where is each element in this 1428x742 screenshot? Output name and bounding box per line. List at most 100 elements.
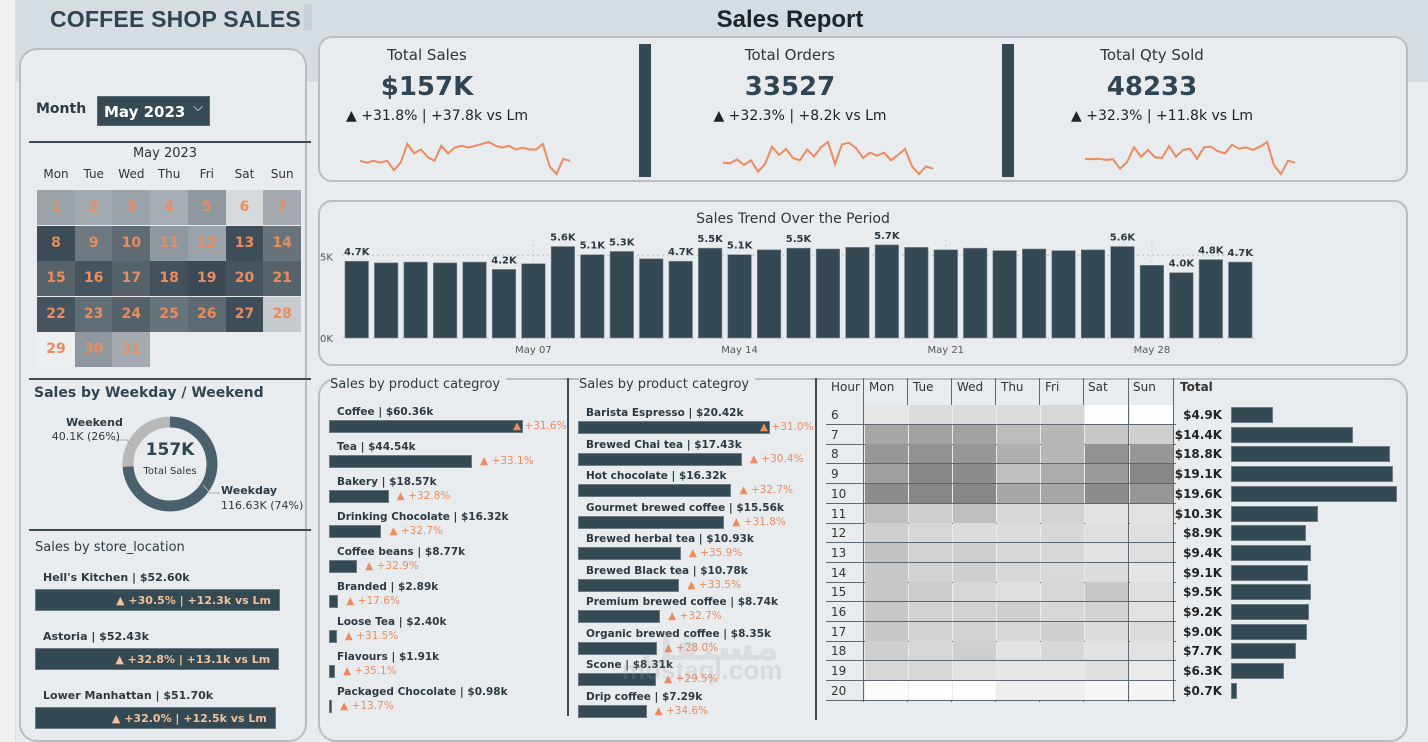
heatmap-cell[interactable] — [1130, 542, 1173, 562]
trend-bar[interactable] — [1080, 249, 1106, 339]
trend-bar[interactable] — [1022, 248, 1047, 339]
heatmap-cell[interactable] — [865, 680, 908, 700]
donut-slice-weekend[interactable] — [122, 416, 218, 512]
hour-total-bar[interactable] — [1231, 544, 1311, 561]
calendar-day[interactable]: 2 — [74, 190, 113, 225]
heatmap-cell[interactable] — [1041, 405, 1084, 424]
heatmap-cell[interactable] — [1130, 464, 1173, 484]
heatmap-cell[interactable] — [865, 641, 908, 661]
heatmap-cell[interactable] — [1041, 641, 1084, 661]
heatmap-cell[interactable] — [953, 483, 996, 503]
heatmap-column-header[interactable]: Thu — [1001, 380, 1024, 394]
heatmap-cell[interactable] — [1130, 444, 1173, 464]
product-bar[interactable] — [329, 490, 389, 503]
hour-total-bar[interactable] — [1231, 407, 1273, 423]
trend-bar[interactable] — [491, 269, 517, 339]
calendar-day[interactable]: 7 — [263, 190, 302, 225]
heatmap-cell[interactable] — [909, 602, 952, 621]
calendar-day[interactable]: 1 — [37, 190, 75, 225]
product-bar[interactable] — [329, 665, 336, 678]
calendar-day[interactable]: 10 — [112, 225, 151, 261]
calendar-day[interactable]: 12 — [187, 225, 226, 261]
trend-bar[interactable] — [521, 263, 546, 339]
heatmap-cell[interactable] — [865, 523, 908, 543]
calendar-day[interactable]: 29 — [37, 332, 75, 367]
product-bar[interactable] — [329, 700, 333, 713]
heatmap-cell[interactable] — [1041, 444, 1084, 464]
heatmap-cell[interactable] — [865, 444, 908, 464]
heatmap-cell[interactable] — [953, 602, 996, 621]
trend-bar[interactable] — [874, 244, 899, 339]
heatmap-cell[interactable] — [865, 483, 908, 503]
heatmap-cell[interactable] — [1085, 503, 1128, 523]
heatmap-cell[interactable] — [865, 503, 908, 523]
heatmap-column-header[interactable]: Tue — [913, 380, 934, 394]
heatmap-cell[interactable] — [953, 661, 996, 681]
hour-total-bar[interactable] — [1231, 663, 1285, 680]
heatmap-cell[interactable] — [1085, 641, 1128, 661]
heatmap-column-header[interactable]: Total — [1180, 380, 1213, 394]
heatmap-cell[interactable] — [1085, 680, 1128, 700]
heatmap-cell[interactable] — [1130, 523, 1173, 543]
heatmap-cell[interactable] — [909, 483, 952, 503]
heatmap-cell[interactable] — [865, 562, 908, 582]
heatmap-cell[interactable] — [909, 405, 952, 424]
heatmap-cell[interactable] — [909, 641, 952, 661]
hour-total-bar[interactable] — [1231, 643, 1297, 660]
hour-total-bar[interactable] — [1231, 525, 1307, 542]
calendar-day[interactable]: 23 — [74, 296, 113, 332]
trend-bar[interactable] — [1198, 259, 1223, 339]
heatmap-column-header[interactable]: Hour — [831, 380, 860, 394]
heatmap-cell[interactable] — [865, 582, 908, 602]
heatmap-cell[interactable] — [865, 542, 908, 562]
trend-bar[interactable] — [786, 247, 811, 339]
trend-bar[interactable] — [1139, 265, 1165, 339]
trend-bar[interactable] — [845, 247, 870, 339]
calendar-day[interactable]: 9 — [74, 225, 113, 261]
trend-bar[interactable] — [727, 254, 752, 339]
calendar-day[interactable]: 13 — [225, 225, 264, 261]
heatmap-cell[interactable] — [953, 444, 996, 464]
trend-bar[interactable] — [609, 251, 634, 339]
heatmap-cell[interactable] — [1085, 444, 1128, 464]
trend-bar[interactable] — [374, 262, 399, 339]
heatmap-cell[interactable] — [997, 621, 1040, 641]
calendar-day[interactable]: 14 — [263, 225, 302, 261]
store-bar[interactable]: ▲ +30.5% | +12.3k vs Lm — [35, 589, 280, 611]
heatmap-cell[interactable] — [1085, 542, 1128, 562]
heatmap-cell[interactable] — [909, 562, 952, 582]
heatmap-cell[interactable] — [1130, 562, 1173, 582]
heatmap-cell[interactable] — [953, 641, 996, 661]
trend-bar[interactable] — [992, 250, 1017, 339]
calendar-day[interactable]: 16 — [74, 261, 113, 296]
heatmap-cell[interactable] — [997, 680, 1040, 700]
product-bar[interactable] — [329, 560, 358, 573]
hour-total-bar[interactable] — [1231, 584, 1312, 601]
heatmap-cell[interactable] — [953, 582, 996, 602]
trend-bar[interactable] — [756, 249, 782, 339]
heatmap-cell[interactable] — [997, 542, 1040, 562]
heatmap-cell[interactable] — [953, 523, 996, 543]
product-bar[interactable] — [329, 630, 337, 643]
heatmap-cell[interactable] — [865, 405, 908, 424]
heatmap-column-header[interactable]: Mon — [869, 380, 895, 394]
trend-bar[interactable] — [815, 248, 841, 339]
heatmap-column-header[interactable]: Fri — [1045, 380, 1060, 394]
store-bar[interactable]: ▲ +32.0% | +12.5k vs Lm — [35, 707, 276, 729]
heatmap-cell[interactable] — [1130, 621, 1173, 641]
heatmap-cell[interactable] — [997, 503, 1040, 523]
product-bar[interactable] — [578, 547, 681, 560]
heatmap-cell[interactable] — [909, 582, 952, 602]
heatmap-cell[interactable] — [1085, 523, 1128, 543]
heatmap-cell[interactable] — [997, 562, 1040, 582]
heatmap-cell[interactable] — [953, 542, 996, 562]
heatmap-cell[interactable] — [1041, 464, 1084, 484]
calendar-day[interactable]: 3 — [112, 190, 151, 225]
heatmap-cell[interactable] — [909, 542, 952, 562]
calendar-day[interactable]: 17 — [112, 261, 151, 296]
heatmap-cell[interactable] — [1041, 602, 1084, 621]
heatmap-cell[interactable] — [1130, 641, 1173, 661]
heatmap-cell[interactable] — [1085, 424, 1128, 444]
trend-bar[interactable] — [1228, 261, 1253, 339]
heatmap-cell[interactable] — [1085, 602, 1128, 621]
